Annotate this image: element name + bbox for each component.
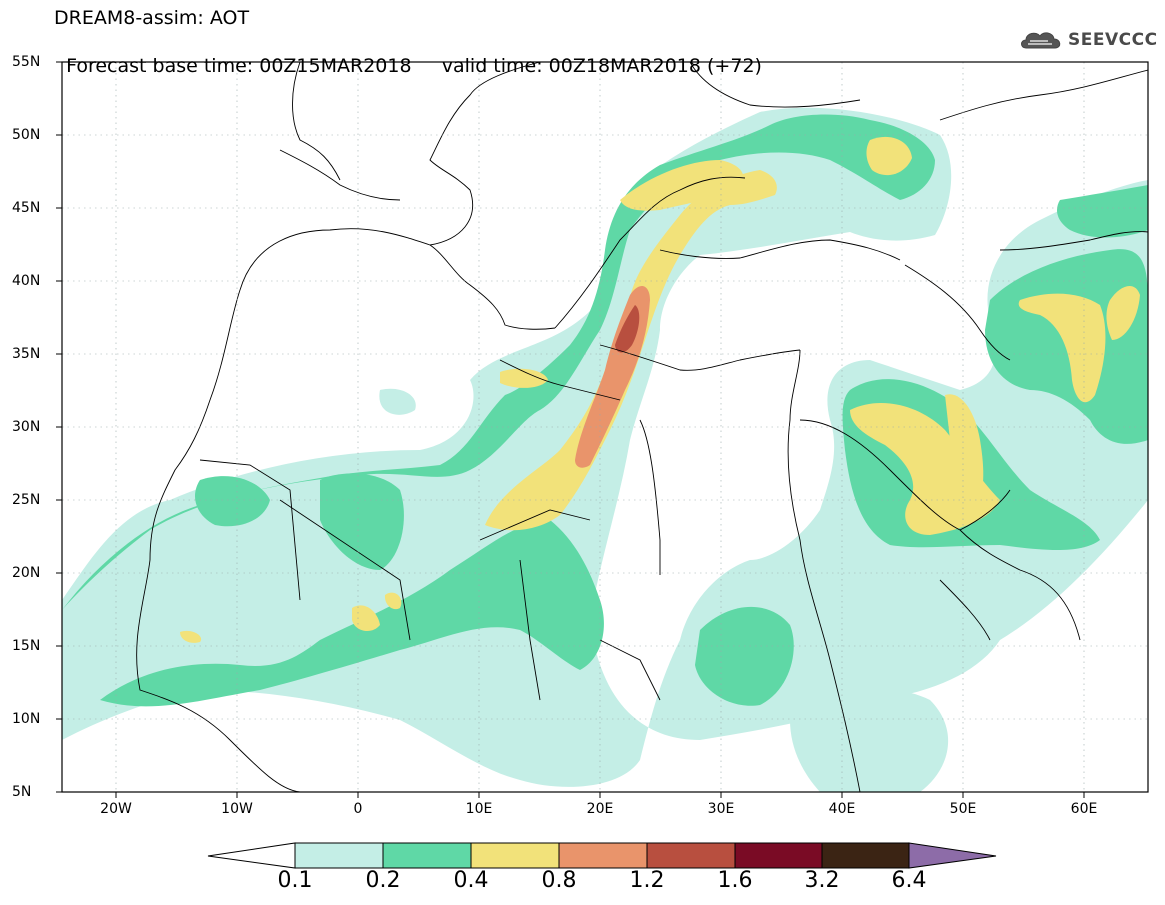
logo-text: SEEVCCC [1068, 30, 1158, 50]
colorbar-label: 0.2 [365, 868, 401, 893]
colorbar-swatch-2 [382, 842, 472, 869]
lon-label: 10W [221, 801, 253, 817]
map-subtitle: Forecast base time: 00Z15MAR2018 valid t… [54, 33, 762, 77]
colorbar [207, 842, 997, 869]
colorbar-swatch-4 [558, 842, 648, 869]
lat-label: 35N [12, 346, 41, 362]
lat-label: 55N [12, 54, 41, 70]
lon-label: 60E [1070, 801, 1098, 817]
colorbar-swatch-5 [646, 842, 736, 869]
map-title: DREAM8-assim: AOT [54, 7, 250, 29]
colorbar-under-triangle [207, 842, 296, 869]
graticule [62, 62, 1148, 792]
colorbar-label: 6.4 [891, 868, 927, 893]
colorbar-label: 1.2 [629, 868, 665, 893]
lat-label: 40N [12, 273, 41, 289]
lon-label: 20W [100, 801, 132, 817]
lon-label: 40E [828, 801, 856, 817]
valid-time: valid time: 00Z18MAR2018 (+72) [441, 55, 762, 77]
colorbar-label: 0.4 [453, 868, 489, 893]
colorbar-label: 3.2 [804, 868, 840, 893]
lat-label: 25N [12, 492, 41, 508]
lon-label: 0 [353, 801, 363, 817]
colorbar-over-triangle [908, 842, 997, 869]
forecast-base-time: Forecast base time: 00Z15MAR2018 [66, 55, 412, 77]
colorbar-swatch-6 [734, 842, 823, 869]
cloud-icon [1021, 32, 1061, 49]
lat-label: 15N [12, 638, 41, 654]
colorbar-swatch-3 [470, 842, 560, 869]
colorbar-swatch-1 [294, 842, 384, 869]
seevccc-logo: SEEVCCC [1018, 28, 1158, 52]
lat-label: 50N [12, 127, 41, 143]
lon-label: 30E [707, 801, 735, 817]
colorbar-swatch-7 [821, 842, 910, 869]
axis-ticks [56, 61, 1085, 798]
colorbar-label: 0.1 [277, 868, 313, 893]
lon-label: 10E [465, 801, 493, 817]
colorbar-label: 0.8 [541, 868, 577, 893]
lat-label: 20N [12, 565, 41, 581]
lon-label: 20E [586, 801, 614, 817]
lat-label: 45N [12, 200, 41, 216]
lon-label: 50E [949, 801, 977, 817]
lat-label: 10N [12, 711, 41, 727]
colorbar-label: 1.6 [717, 868, 753, 893]
lat-label: 5N [12, 784, 32, 800]
coastlines [136, 62, 1148, 792]
lat-label: 30N [12, 419, 41, 435]
